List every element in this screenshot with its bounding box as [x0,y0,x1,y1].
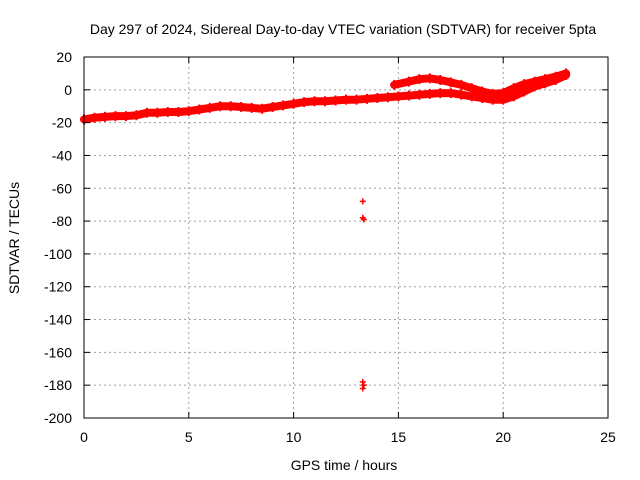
x-tick-label: 25 [600,429,616,445]
data-point [132,110,141,121]
y-tick-label: -160 [44,344,72,360]
plot-frame [83,56,609,419]
y-tick-label: -100 [44,246,72,262]
series-outliers [359,198,367,392]
data-point [90,112,99,123]
y-tick-label: 0 [64,82,72,98]
data-point [174,106,183,117]
data-point [499,88,508,99]
data-point [446,77,455,88]
y-tick-label: 20 [56,49,72,65]
x-tick-label: 10 [286,429,302,445]
y-tick-label: -60 [52,180,72,196]
data-point [446,88,455,99]
data-point [457,79,466,90]
data-point [415,89,424,100]
data-point [425,88,434,99]
data-point [373,93,382,104]
data-point [530,76,539,87]
data-point [383,92,392,103]
data-point [436,74,445,85]
data-point [342,94,350,105]
y-tick-label: -140 [44,312,72,328]
data-point [100,111,109,122]
data-point [394,91,403,102]
data-point [352,94,361,105]
outlier-point [359,198,366,205]
data-point [111,111,120,122]
data-point [404,76,413,87]
data-point [520,79,529,90]
data-point [153,107,162,118]
data-point [226,101,235,112]
data-point [195,104,204,115]
data-point [300,97,309,108]
x-tick-label: 5 [185,429,193,445]
y-tick-label: -180 [44,377,72,393]
data-point [237,102,246,113]
x-tick-label: 15 [391,429,407,445]
data-point [457,89,466,100]
data-point [488,88,497,99]
data-point [436,88,445,99]
chart-title: Day 297 of 2024, Sidereal Day-to-day VTE… [90,21,597,37]
outlier-point [359,385,366,392]
x-axis-label: GPS time / hours [291,457,398,473]
outlier-point [359,378,366,385]
data-series [80,68,571,392]
series-main-upper-arc [390,68,571,99]
data-point [205,102,214,113]
data-point [142,107,151,118]
data-point [362,93,371,104]
y-tick-label: -40 [52,147,72,163]
data-point [279,100,288,111]
y-axis-label: SDTVAR / TECUs [6,182,22,294]
data-point [321,96,330,107]
outlier-point [360,382,367,389]
data-point [541,74,550,85]
data-point [268,102,277,113]
y-tick-label: -200 [44,410,72,426]
data-point [551,71,560,82]
data-point [467,83,476,94]
data-point [331,95,340,106]
data-point [562,68,571,79]
data-point [478,86,487,97]
data-point [184,106,193,117]
x-tick-label: 0 [80,429,88,445]
data-point [415,74,424,85]
data-point [390,79,399,90]
y-tick-label: -20 [52,115,72,131]
data-point [216,101,225,112]
data-point [289,98,298,109]
y-tick-label: -120 [44,279,72,295]
data-point [121,111,130,122]
data-point [258,103,267,114]
data-point [425,73,434,84]
y-tick-label: -80 [52,213,72,229]
x-tick-label: 20 [495,429,511,445]
data-point [509,83,518,94]
axis-ticks: 0 5 10 15 20 25 20 0 -20 -40 -60 -80 -100 -120 -140 -16… [44,49,616,445]
data-point [163,106,172,117]
data-point [404,90,413,101]
data-point [310,96,319,107]
data-point [247,102,256,113]
outlier-point [360,216,367,223]
